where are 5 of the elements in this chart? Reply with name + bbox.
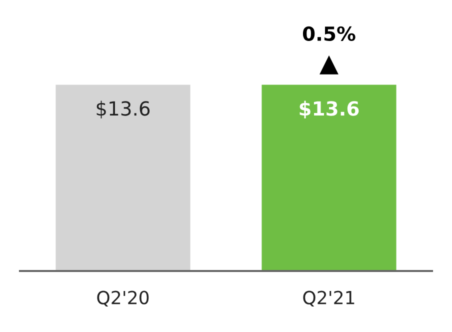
x-tick-label: Q2'21 <box>303 290 354 306</box>
annotation: 0.5% <box>302 26 356 42</box>
data-label: $13.6 <box>300 100 359 118</box>
data-label: $13.6 <box>96 100 150 118</box>
x-tick-label: Q2'20 <box>97 290 149 306</box>
